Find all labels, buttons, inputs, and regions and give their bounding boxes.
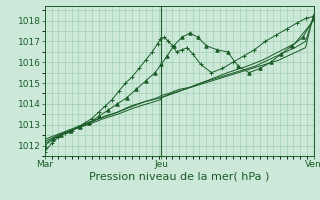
X-axis label: Pression niveau de la mer( hPa ): Pression niveau de la mer( hPa ) (89, 172, 269, 182)
